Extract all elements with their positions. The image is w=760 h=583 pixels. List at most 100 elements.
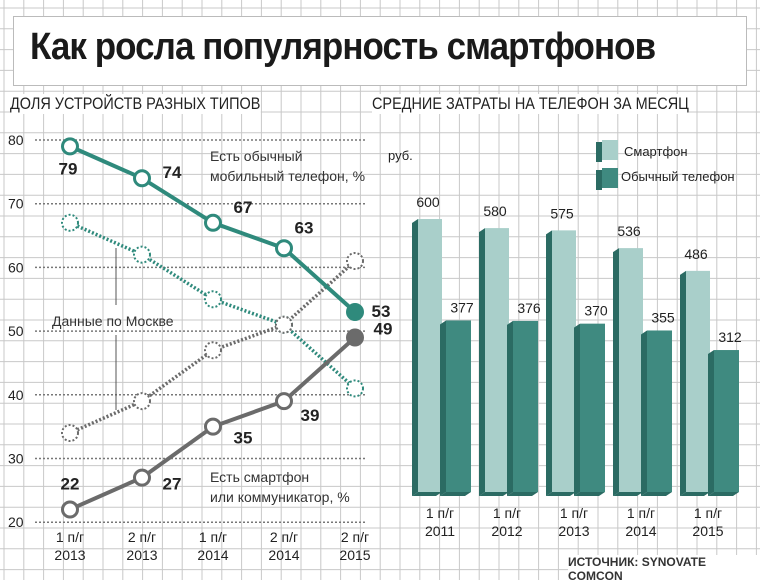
ordinary-phone-bar — [446, 320, 471, 492]
smart-series-label: или коммуникатор, % — [210, 489, 350, 505]
bar-side — [479, 228, 485, 496]
bar-side — [574, 323, 580, 496]
bar-side — [641, 330, 647, 496]
x-tick-label: 2014 — [197, 547, 228, 563]
legend-swatch-side — [596, 142, 602, 162]
x-tick-label: 2 п/г — [128, 529, 156, 545]
y-tick-label: 40 — [8, 387, 24, 403]
y-tick-label: 50 — [8, 323, 24, 339]
data-label: 53 — [372, 302, 391, 321]
x-tick-label: 2012 — [491, 523, 522, 539]
data-point — [204, 213, 222, 232]
x-tick-label: 1 п/г — [560, 505, 588, 521]
data-point — [133, 468, 151, 487]
bar-base — [708, 492, 739, 496]
legend-label: Обычный телефон — [621, 169, 735, 184]
ordinary-phone-bar — [714, 350, 739, 492]
data-label: 67 — [234, 198, 253, 217]
legend-label: Смартфон — [624, 144, 688, 159]
moscow-data-point — [204, 341, 222, 360]
data-point — [61, 500, 79, 519]
bar-base — [546, 492, 576, 496]
x-tick-label: 2013 — [126, 547, 157, 563]
y-tick-label: 30 — [8, 451, 24, 467]
data-point — [204, 417, 222, 436]
data-label: 74 — [163, 163, 182, 182]
x-tick-label: 1 п/г — [199, 529, 227, 545]
ordinary-phone-bar — [513, 320, 538, 492]
bar-base — [412, 492, 442, 496]
y-tick-label: 20 — [8, 514, 24, 530]
data-point — [275, 239, 293, 258]
data-label: 27 — [163, 475, 182, 494]
bar-side — [412, 219, 418, 496]
y-tick-label: 80 — [8, 132, 24, 148]
data-label: 49 — [374, 319, 393, 338]
x-tick-label: 2014 — [625, 523, 656, 539]
bar-value-label: 536 — [617, 223, 641, 239]
bar-value-label: 376 — [517, 300, 541, 316]
x-tick-label: 2015 — [339, 547, 370, 563]
x-tick-label: 1 п/г — [627, 505, 655, 521]
x-tick-label: 2011 — [425, 523, 455, 539]
title-box — [13, 16, 747, 86]
bar-base — [641, 492, 672, 496]
line-chart-title: ДОЛЯ УСТРОЙСТВ РАЗНЫХ ТИПОВ — [10, 94, 261, 114]
moscow-data-point — [133, 245, 151, 264]
bar-base — [479, 492, 509, 496]
x-tick-label: 1 п/г — [56, 529, 84, 545]
data-point — [346, 302, 364, 321]
x-tick-label: 2013 — [558, 523, 589, 539]
moscow-data-point — [275, 315, 293, 334]
series-line — [69, 259, 357, 435]
bar-value-label: 580 — [483, 203, 507, 219]
legend-swatch-smartphone — [602, 140, 618, 160]
bar-base — [613, 492, 643, 496]
bar-side — [680, 270, 686, 496]
moscow-data-point — [133, 392, 151, 411]
x-tick-label: 1 п/г — [493, 505, 521, 521]
smartphone-bar — [552, 230, 576, 492]
data-label: 35 — [234, 429, 253, 448]
x-tick-label: 2013 — [54, 547, 85, 563]
x-tick-label: 2014 — [268, 547, 299, 563]
y-tick-label: 70 — [8, 196, 24, 212]
bar-side — [507, 320, 513, 496]
y-axis-unit-label: руб. — [388, 148, 413, 163]
bar-value-label: 312 — [718, 329, 742, 345]
smart-series-label: Есть смартфон — [210, 469, 309, 485]
ordinary-series-label: мобильный телефон, % — [210, 168, 365, 184]
data-label: 79 — [59, 159, 78, 178]
moscow-data-label: Данные по Москве — [52, 313, 174, 329]
source-note: ИСТОЧНИК: SYNOVATE COMCON — [568, 555, 760, 583]
moscow-data-point — [346, 379, 364, 398]
bar-base — [507, 492, 538, 496]
bar-base — [680, 492, 710, 496]
moscow-data-point — [204, 290, 222, 309]
bar-base — [574, 492, 605, 496]
data-point — [61, 137, 79, 156]
bar-value-label: 377 — [450, 299, 474, 315]
bar-side — [546, 230, 552, 496]
bar-side — [440, 320, 446, 496]
ordinary-series-label: Есть обычный — [210, 148, 303, 164]
bar-value-label: 486 — [684, 246, 708, 262]
moscow-data-point — [61, 424, 79, 443]
data-label: 39 — [301, 406, 320, 425]
y-tick-label: 60 — [8, 259, 24, 275]
bar-value-label: 355 — [651, 309, 675, 325]
data-point — [133, 169, 151, 188]
smartphone-bar — [418, 219, 442, 492]
data-label: 22 — [61, 474, 80, 493]
page-title: Как росла популярность смартфонов — [30, 26, 656, 68]
ordinary-phone-bar — [580, 323, 605, 492]
bar-value-label: 575 — [550, 205, 574, 221]
bar-value-label: 370 — [584, 303, 608, 319]
moscow-data-point — [61, 213, 79, 232]
bar-chart-title: СРЕДНИЕ ЗАТРАТЫ НА ТЕЛЕФОН ЗА МЕСЯЦ — [372, 94, 689, 114]
bar-side — [708, 350, 714, 496]
legend-swatch-side — [596, 170, 602, 190]
smartphone-bar — [619, 248, 643, 492]
legend-swatch-ordinary — [602, 168, 618, 188]
